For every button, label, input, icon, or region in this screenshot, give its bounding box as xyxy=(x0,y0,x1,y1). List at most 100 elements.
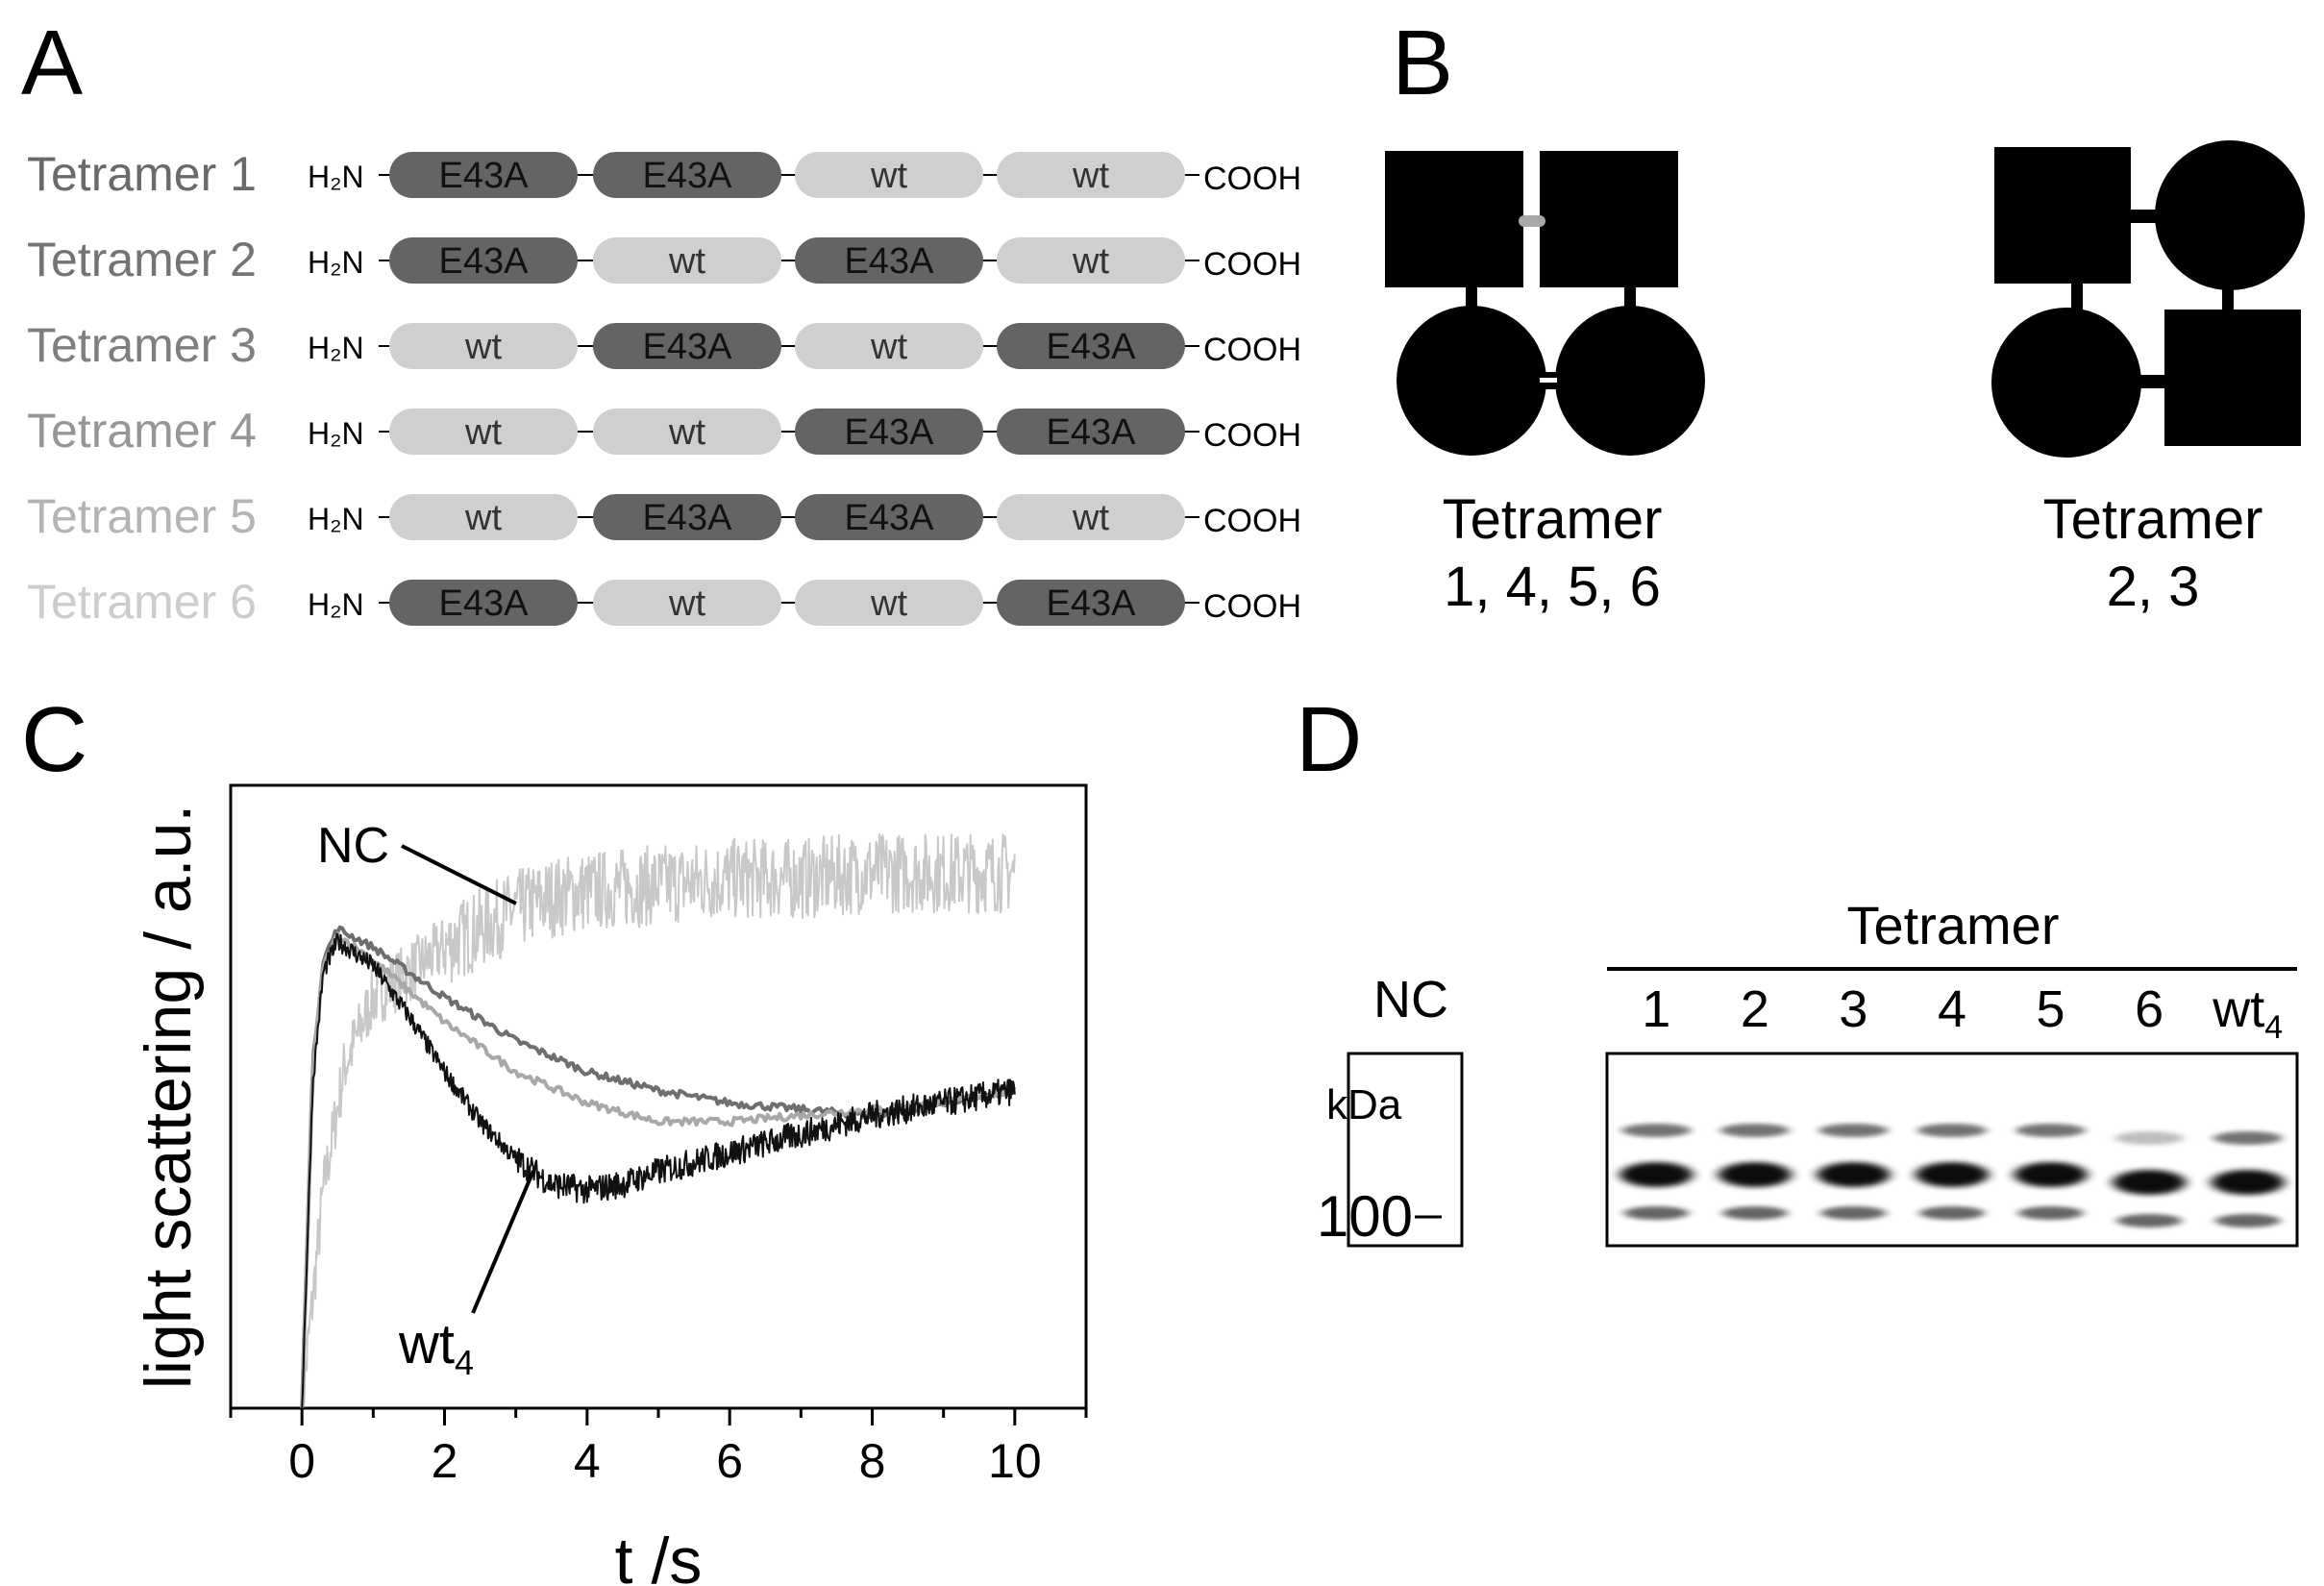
domain-e43a xyxy=(795,494,983,540)
blot-band-upper xyxy=(1917,1124,1987,1137)
arrangement-left-line2: 1, 4, 5, 6 xyxy=(1444,556,1661,618)
domain-label: wt xyxy=(1072,241,1109,282)
x-tick-label: 4 xyxy=(574,1434,601,1488)
domain-label: E43A xyxy=(845,412,935,453)
n-terminus-label: H₂N xyxy=(308,502,364,536)
arrangement-tetramer-1-4-5-6: Tetramer 1, 4, 5, 6 xyxy=(1385,151,1705,618)
panel-b-arrangement-schematic: Tetramer 1, 4, 5, 6 Tetramer 2, 3 xyxy=(1385,140,2305,618)
domain-e43a xyxy=(997,580,1185,626)
domain-wt xyxy=(795,323,983,369)
domain-wt xyxy=(389,494,578,540)
domain-label: wt xyxy=(1072,498,1109,538)
domain-e43a xyxy=(389,580,578,626)
x-tick-label: 10 xyxy=(988,1434,1042,1488)
domain-wt xyxy=(389,409,578,455)
blot-band-lower xyxy=(2116,1214,2183,1227)
n-terminus-label: H₂N xyxy=(308,416,364,451)
x-tick-label: 2 xyxy=(432,1434,458,1488)
subunit-circle xyxy=(1397,306,1546,456)
subunit-square xyxy=(1994,147,2131,284)
subunit-square xyxy=(1540,151,1678,287)
tetramer-row: Tetramer 6 H₂N E43A wt wt E43A COOH xyxy=(27,575,1301,629)
kda-label: kDa xyxy=(1326,1081,1402,1128)
domain-e43a xyxy=(795,237,983,284)
tetramer-row-label: Tetramer 4 xyxy=(27,404,257,458)
x-tick-label: 6 xyxy=(716,1434,743,1488)
blot-band-main xyxy=(1718,1162,1792,1187)
domain-label: wt xyxy=(870,583,907,624)
panel-letter-b: B xyxy=(1392,12,1454,114)
domain-label: wt xyxy=(870,156,907,196)
lane-label: 5 xyxy=(2037,980,2065,1038)
lane-label: 6 xyxy=(2135,980,2163,1038)
domain-e43a xyxy=(593,323,781,369)
arrangement-tetramer-2-3: Tetramer 2, 3 xyxy=(1991,140,2305,618)
tetramer-row-label: Tetramer 3 xyxy=(27,318,257,372)
subunit-circle xyxy=(2155,140,2305,290)
domain-wt xyxy=(997,152,1185,198)
n-terminus-label: H₂N xyxy=(308,160,364,194)
subunit-circle xyxy=(1555,306,1705,456)
domain-wt xyxy=(389,323,578,369)
tetramer-row-label: Tetramer 6 xyxy=(27,575,257,629)
domain-label: E43A xyxy=(643,156,733,196)
blot-band-upper xyxy=(2015,1124,2086,1137)
lane-label: 3 xyxy=(1839,980,1867,1038)
arrangement-left-line1: Tetramer xyxy=(1443,488,1663,551)
c-terminus-label: COOH xyxy=(1203,246,1301,283)
tetramer-row: Tetramer 4 H₂N wt wt E43A E43A COOH xyxy=(27,404,1301,458)
domain-label: wt xyxy=(870,327,907,367)
domain-label: E43A xyxy=(845,241,935,282)
domain-e43a xyxy=(795,409,983,455)
domain-wt xyxy=(593,409,781,455)
tetramer-row: Tetramer 5 H₂N wt E43A E43A wt COOH xyxy=(27,489,1301,543)
domain-wt xyxy=(593,237,781,284)
domain-wt xyxy=(997,494,1185,540)
blot-band-upper xyxy=(2213,1131,2283,1145)
domain-label: E43A xyxy=(643,498,733,538)
domain-label: E43A xyxy=(1047,583,1137,624)
c-terminus-label: COOH xyxy=(1203,503,1301,539)
tetramer-row-label: Tetramer 2 xyxy=(27,233,257,286)
panel-letter-a: A xyxy=(21,12,84,114)
blot-band-lower xyxy=(2214,1214,2281,1227)
domain-e43a xyxy=(389,237,578,284)
domain-e43a xyxy=(389,152,578,198)
lane-label: 1 xyxy=(1642,980,1670,1038)
annotation-wt4-pointer xyxy=(471,1170,535,1314)
n-terminus-label: H₂N xyxy=(308,331,364,365)
domain-label: E43A xyxy=(845,498,935,538)
domain-label: wt xyxy=(464,327,502,367)
c-terminus-label: COOH xyxy=(1203,417,1301,454)
nc-lane-label: NC xyxy=(1373,971,1448,1028)
n-terminus-label: H₂N xyxy=(308,245,364,280)
blot-band-main xyxy=(2211,1170,2285,1195)
domain-label: E43A xyxy=(439,156,530,196)
blot-band-lower xyxy=(2017,1206,2084,1220)
tetramer-row-label: Tetramer 5 xyxy=(27,489,257,543)
domain-label: wt xyxy=(464,412,502,453)
domain-e43a xyxy=(997,409,1185,455)
domain-label: wt xyxy=(464,498,502,538)
series-line xyxy=(301,932,1016,1409)
domain-e43a xyxy=(997,323,1185,369)
tetramer-row: Tetramer 1 H₂N E43A E43A wt wt COOH xyxy=(27,147,1301,201)
linker xyxy=(2139,375,2167,388)
subunit-circle xyxy=(1991,308,2141,458)
domain-wt xyxy=(997,237,1185,284)
panel-a-construct-diagram: Tetramer 1 H₂N E43A E43A wt wt COOH Tetramer 2 H… xyxy=(27,147,1301,629)
panel-letter-d: D xyxy=(1296,688,1363,791)
lane-label: 2 xyxy=(1741,980,1769,1038)
domain-label: E43A xyxy=(439,241,530,282)
domain-label: wt xyxy=(668,583,705,624)
tetramer-row: Tetramer 3 H₂N wt E43A wt E43A COOH xyxy=(27,318,1301,372)
domain-label: wt xyxy=(1072,156,1109,196)
blot-band-main xyxy=(1817,1162,1891,1187)
blot-band-upper xyxy=(1621,1124,1692,1137)
blot-band-main xyxy=(1916,1162,1989,1187)
domain-label: E43A xyxy=(643,327,733,367)
marker-label-100: 100 xyxy=(1317,1184,1413,1249)
c-terminus-label: COOH xyxy=(1203,588,1301,625)
x-axis-label: t /s xyxy=(615,1524,703,1586)
arrangement-right-line1: Tetramer xyxy=(2043,488,2263,551)
